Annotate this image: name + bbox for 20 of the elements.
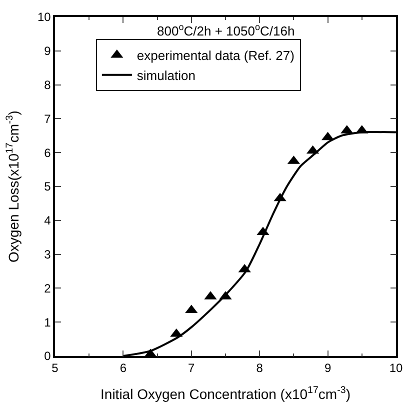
y-tick-label: 4	[44, 214, 52, 228]
text: 800$^{o}$C/2h + 1050$^{o}$C/16h	[157, 22, 295, 38]
y-tick-label: 5	[44, 180, 52, 194]
legend-label: experimental data (Ref. 27)	[136, 48, 294, 64]
y-tick-label: 2	[44, 281, 52, 296]
x-tick-label: 8	[256, 361, 264, 376]
y-tick-label: 1	[44, 315, 52, 330]
legend-label: simulation	[136, 68, 196, 83]
y-tick-label: 7	[44, 112, 52, 126]
x-axis-title: Initial Oxygen Concentration (x10$^{17}$cm$^{-3}$)	[100, 385, 350, 402]
y-tick-label: 9	[44, 44, 52, 58]
y-tick-label: 0	[44, 349, 52, 364]
y-tick-label: 3	[44, 248, 52, 262]
y-tick-label: 10	[37, 10, 52, 24]
x-tick-label: 6	[120, 361, 127, 376]
x-tick-label: 10	[389, 361, 403, 376]
y-tick-label: 6	[44, 146, 52, 160]
x-tick-label: 9	[324, 361, 332, 376]
x-tick-label: 7	[188, 361, 196, 376]
y-tick-label: 8	[44, 78, 52, 92]
